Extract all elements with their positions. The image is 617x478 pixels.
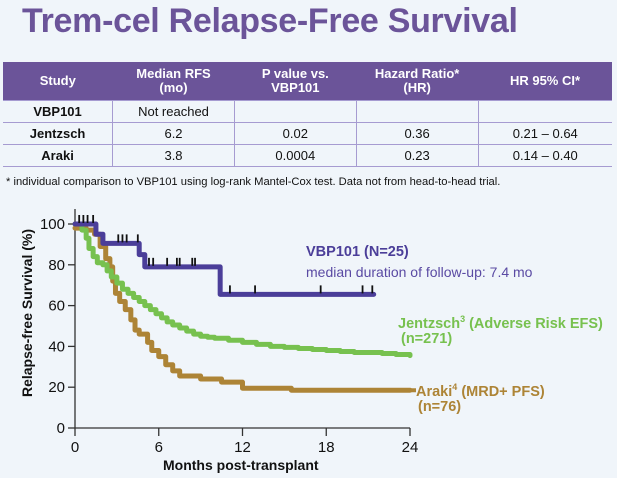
cell-study: Jentzsch (3, 122, 114, 145)
header-text: (HR) (403, 80, 431, 95)
series-line-1 (72, 221, 413, 359)
header-text: P value vs. (261, 66, 329, 81)
x-tick-label: 12 (234, 439, 251, 456)
x-tick-label: 24 (402, 439, 419, 456)
legend-araki-name: Araki (416, 383, 453, 400)
chart-series (72, 215, 416, 393)
legend-vbp101-followup: median duration of follow-up: 7.4 mo (306, 264, 533, 280)
y-tick-label: 100 (40, 216, 65, 233)
header-text: Median RFS (136, 66, 211, 81)
col-header-hazard-ratio: Hazard Ratio* (HR) (356, 62, 478, 101)
x-tick-label: 0 (71, 439, 79, 456)
series-line-2 (72, 225, 413, 393)
header-text: HR 95% CI* (509, 73, 581, 88)
header-text: Hazard Ratio* (374, 66, 460, 81)
series-line-0 (72, 221, 377, 297)
header-text: Study (39, 73, 76, 88)
cell-hazard-ratio: 0.23 (355, 144, 479, 167)
legend-jentzsch-n: (n=271) (401, 331, 453, 347)
legend-araki-desc: (MRD+ PFS) (457, 383, 545, 400)
legend-jentzsch-desc: (Adverse Risk EFS) (465, 315, 603, 332)
legend-araki-n: (n=76) (418, 399, 462, 415)
x-tick-label: 18 (318, 439, 335, 456)
y-axis-label: Relapse-free Survival (%) (19, 228, 35, 398)
y-tick-label: 80 (48, 257, 65, 274)
chart-axes: 0 20 40 60 80 100 0 6 12 18 24 (40, 209, 418, 456)
table-header-row: Study Median RFS (mo) P value vs. VBP101 H… (3, 62, 612, 101)
cell-p-value: 0.0004 (233, 144, 357, 167)
y-tick-label: 0 (57, 420, 65, 437)
page-title: Trem-cel Relapse-Free Survival (22, 2, 518, 40)
legend-jentzsch-name: Jentzsch (398, 315, 461, 332)
header-text: VBP101 (271, 80, 320, 95)
legend-araki: Araki4 (MRD+ PFS) (416, 378, 545, 401)
legend-jentzsch-ref: 3 (460, 314, 466, 324)
header-text: (mo) (159, 80, 188, 95)
col-header-median-rfs: Median RFS (mo) (112, 62, 235, 101)
y-tick-label: 40 (48, 338, 65, 355)
col-header-p-value: P value vs. VBP101 (234, 62, 357, 101)
comparison-table: Study Median RFS (mo) P value vs. VBP101 H… (3, 62, 612, 167)
y-tick-label: 20 (48, 379, 65, 396)
x-tick-label: 6 (155, 439, 163, 456)
cell-hr-ci: 0.14 – 0.40 (477, 144, 612, 167)
cell-study: Araki (3, 144, 114, 167)
legend-araki-ref: 4 (452, 382, 458, 392)
y-tick-label: 60 (48, 298, 65, 315)
col-header-study: Study (3, 62, 113, 101)
legend-vbp101: VBP101 (N=25) (306, 244, 409, 260)
cell-hr-ci: 0.21 – 0.64 (477, 122, 612, 145)
legend-jentzsch: Jentzsch3 (Adverse Risk EFS) (398, 310, 603, 333)
col-header-hr-ci: HR 95% CI* (478, 62, 612, 101)
x-axis-label: Months post-transplant (163, 457, 319, 473)
table-row: Jentzsch 6.2 0.02 0.36 0.21 – 0.64 (3, 122, 612, 145)
table-footnote: * individual comparison to VBP101 using … (6, 176, 501, 188)
cell-median-rfs: 3.8 (112, 144, 235, 167)
table-row: Araki 3.8 0.0004 0.23 0.14 – 0.40 (3, 144, 612, 167)
